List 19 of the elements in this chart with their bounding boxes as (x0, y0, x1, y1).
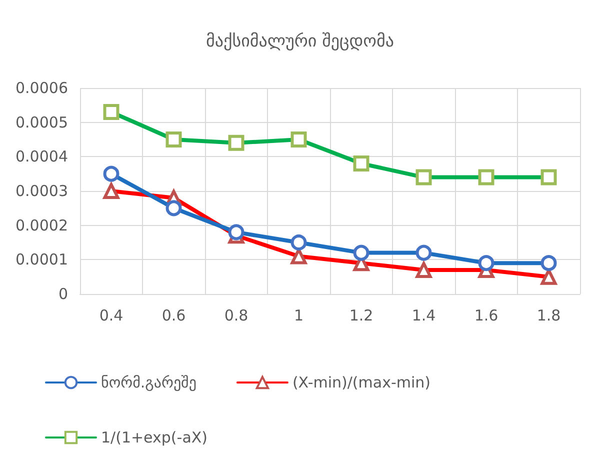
legend-label: 1/(1+exp(-aX) (101, 428, 208, 446)
y-tick-label: 0.0005 (16, 113, 68, 132)
x-tick-label: 1.2 (349, 306, 374, 324)
y-tick-label: 0.0003 (16, 182, 68, 200)
legend-label: ნორმ.გარეშე (101, 374, 196, 392)
y-tick-label: 0 (58, 285, 68, 303)
chart-title: მაქსიმალური შეცდომა (206, 32, 394, 52)
x-tick-label: 0.8 (224, 306, 248, 324)
y-tick-label: 0.0004 (16, 148, 68, 166)
y-tick-label: 0.0002 (16, 216, 68, 234)
x-tick-label: 1.6 (474, 306, 498, 324)
x-tick-label: 1.8 (536, 306, 561, 324)
y-tick-label: 0.0006 (16, 79, 68, 97)
y-tick-label: 0.0001 (16, 250, 68, 269)
x-tick-label: 1.4 (412, 306, 436, 324)
legend-label: (X-min)/(max-min) (292, 374, 431, 392)
x-tick-label: 0.6 (162, 306, 186, 324)
x-tick-label: 1 (294, 306, 304, 324)
x-tick-label: 0.4 (99, 306, 124, 324)
